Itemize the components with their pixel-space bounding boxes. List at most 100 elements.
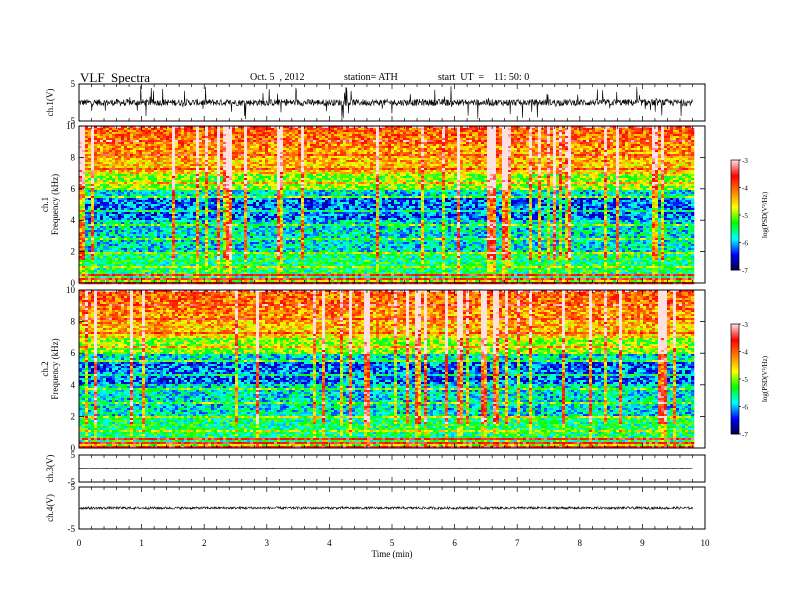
spectrogram-cell (88, 134, 92, 137)
spectrogram-cell (550, 150, 554, 153)
spectrogram-cell (244, 144, 248, 147)
spectrogram-cell (361, 162, 365, 165)
spectrogram-cell (445, 136, 449, 139)
spectrogram-cell (400, 164, 404, 167)
spectrogram-cell (505, 142, 509, 145)
spectrogram-cell (613, 126, 617, 129)
spectrogram-cell (418, 128, 422, 131)
spectrogram-cell (646, 136, 650, 139)
spectrogram-cell (493, 146, 497, 149)
spectrogram-cell (439, 158, 443, 161)
spectrogram-cell (505, 158, 509, 161)
spectrogram-cell (454, 164, 458, 167)
spectrogram-cell (631, 166, 635, 169)
spectrogram-cell (238, 144, 242, 147)
spectrogram-cell (424, 134, 428, 137)
spectrogram-cell (622, 164, 626, 167)
spectrogram-cell (466, 144, 470, 147)
spectrogram-cell (343, 152, 347, 155)
spectrogram-cell (340, 172, 344, 175)
spectrogram-cell (403, 136, 407, 139)
spectrogram-cell (100, 126, 104, 129)
spectrogram-cell (322, 160, 326, 163)
spectrogram-cell (100, 138, 104, 141)
spectrogram-cell (130, 160, 134, 163)
spectrogram-cell (211, 140, 215, 143)
spectrogram-cell (121, 144, 125, 147)
spectrogram-cell (220, 150, 224, 153)
spectrogram-cell (154, 132, 158, 135)
spectrogram-cell (448, 148, 452, 151)
spectrogram-cell (91, 144, 95, 147)
spectrogram-cell (304, 154, 308, 157)
spectrogram-cell (559, 150, 563, 153)
spectrogram-cell (394, 134, 398, 137)
spectrogram-cell (370, 150, 374, 153)
spectrogram-cell (430, 150, 434, 153)
spectrogram-cell (346, 152, 350, 155)
spectrogram-cell (340, 164, 344, 167)
spectrogram-cell (649, 136, 653, 139)
spectrogram-cell (91, 152, 95, 155)
spectrogram-cell (349, 144, 353, 147)
spectrogram-cell (280, 130, 284, 133)
spectrogram-cell (433, 164, 437, 167)
spectrogram-cell (367, 146, 371, 149)
spectrogram-cell (106, 154, 110, 157)
spectrogram-cell (172, 150, 176, 153)
spectrogram-cell (133, 148, 137, 151)
spectrogram-cell (511, 170, 515, 173)
spectrogram-cell (190, 136, 194, 139)
spectrogram-cell (688, 170, 692, 173)
spectrogram-cell (550, 172, 554, 175)
spectrogram-cell (400, 146, 404, 149)
spectrogram-cell (88, 146, 92, 149)
spectrogram-cell (295, 142, 299, 145)
spectrogram-cell (595, 160, 599, 163)
spectrogram-cell (154, 168, 158, 171)
spectrogram-cell (259, 130, 263, 133)
spectrogram-cell (439, 162, 443, 165)
spectrogram-cell (595, 156, 599, 159)
spectrogram-cell (655, 146, 659, 149)
spectrogram-cell (325, 134, 329, 137)
spectrogram-cell (169, 134, 173, 137)
spectrogram-cell (406, 144, 410, 147)
spectrogram-cell (415, 146, 419, 149)
spectrogram-cell (346, 146, 350, 149)
spectrogram-cell (280, 170, 284, 173)
spectrogram-cell (112, 128, 116, 131)
spectrogram-cell (574, 160, 578, 163)
spectrogram-cell (616, 164, 620, 167)
spectrogram-cell (223, 172, 227, 175)
spectrogram-cell (193, 158, 197, 161)
y-axis-label: ch.1(V) (45, 89, 55, 117)
spectrogram-cell (370, 158, 374, 161)
spectrogram-cell (586, 156, 590, 159)
spectrogram-cell (478, 146, 482, 149)
spectrogram-cell (688, 136, 692, 139)
spectrogram-cell (448, 160, 452, 163)
spectrogram-cell (106, 148, 110, 151)
spectrogram-cell (478, 166, 482, 169)
spectrogram-cell (559, 144, 563, 147)
spectrogram-cell (136, 150, 140, 153)
spectrogram-cell (253, 138, 257, 141)
spectrogram-cell (100, 148, 104, 151)
spectrogram-cell (133, 168, 137, 171)
spectrogram-cell (346, 170, 350, 173)
spectrogram-cell (469, 164, 473, 167)
spectrogram-cell (340, 152, 344, 155)
spectrogram-cell (517, 160, 521, 163)
spectrogram-cell (205, 138, 209, 141)
spectrogram-cell (487, 148, 491, 151)
spectrogram-cell (670, 148, 674, 151)
spectrogram-cell (577, 170, 581, 173)
spectrogram-cell (253, 130, 257, 133)
spectrogram-cell (121, 160, 125, 163)
spectrogram-cell (595, 140, 599, 143)
spectrogram-cell (223, 146, 227, 149)
spectrogram-cell (493, 156, 497, 159)
spectrogram-cell (670, 158, 674, 161)
spectrogram-cell (631, 152, 635, 155)
